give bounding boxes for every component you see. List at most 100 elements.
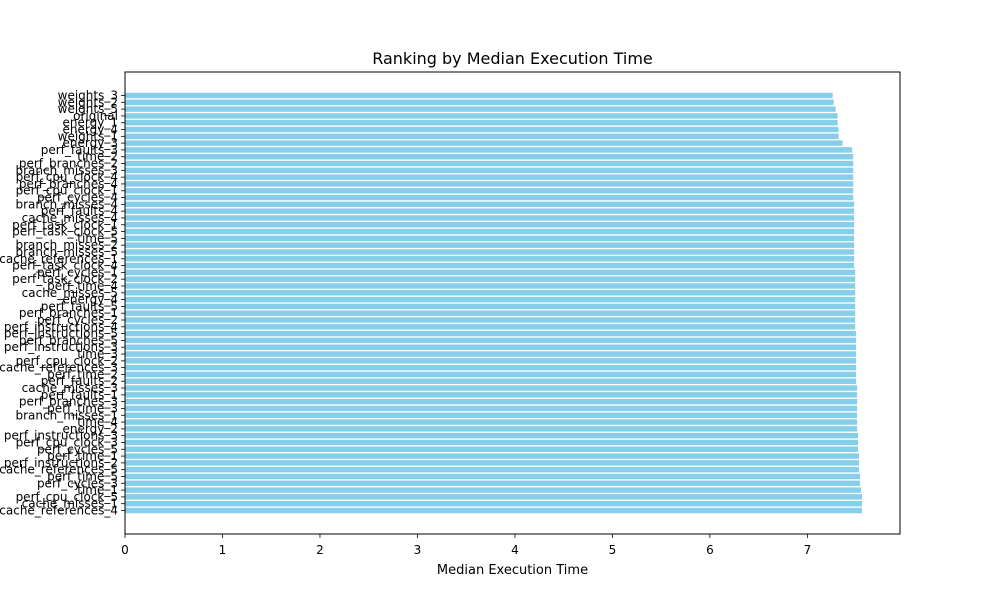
bar-cache_references_3 [125, 364, 857, 371]
y-tick-label: perf_instructions_2 [4, 456, 118, 470]
y-tick-label: energy_3 [63, 136, 118, 150]
bar-perf_instructions_5 [125, 330, 857, 337]
bar-energy_3 [125, 140, 843, 146]
bar-perf_time_4 [125, 283, 856, 289]
bar-perf_cpu_clock_4 [125, 174, 854, 180]
y-tick-label: time_3 [77, 347, 118, 361]
y-tick-label: perf_task_clock_2 [12, 272, 118, 286]
bar-perf_cpu_clock_2 [125, 358, 857, 364]
y-tick-label: weights_3 [58, 89, 118, 103]
bar-perf_branches_1 [125, 310, 856, 316]
bar-time_1 [125, 487, 862, 493]
x-tick-label: 5 [609, 543, 617, 557]
bar-perf_branches_2 [125, 160, 854, 167]
bar-time_4 [125, 419, 858, 425]
y-tick-label: cache_references_5 [0, 463, 118, 477]
bar-perf_task_clock_5 [125, 228, 855, 235]
bar-weights_3 [125, 92, 833, 99]
plot-frame [124, 71, 901, 535]
bar-branch_misses_3 [125, 167, 854, 174]
x-ticks-group: 0 1 2 3 4 5 6 7 [121, 534, 811, 557]
y-tick-label: weights_5 [58, 102, 118, 116]
y-tick-label: perf_time_5 [47, 469, 118, 483]
y-tick-label: perf_instructions_5 [4, 327, 118, 341]
bar-weights_1 [125, 133, 839, 140]
bar-cache_references_5 [125, 466, 860, 473]
y-tick-label: perf_cpu_clock_2 [16, 354, 118, 368]
bar-perf_time_2 [125, 371, 857, 378]
bar-perf_time_5 [125, 473, 861, 480]
y-tick-label: perf_cpu_clock_4 [16, 170, 118, 184]
bar-perf_faults_5 [125, 303, 856, 310]
bar-perf_instructions_4 [125, 324, 856, 330]
bar-perf_faults_4 [125, 208, 855, 214]
bar-perf_instructions_3 [125, 344, 857, 350]
bar-energy_2 [125, 426, 858, 432]
bars-group [125, 92, 862, 514]
y-tick-label: perf_cycles_3 [37, 476, 118, 490]
y-tick-label: perf_cpu_clock_3 [16, 435, 118, 449]
bar-perf_task_clock_4 [125, 262, 855, 269]
y-tick-label: cache_references_3 [0, 361, 118, 375]
y-tick-label: perf_cycles_4 [37, 191, 118, 205]
x-axis-label: Median Execution Time [437, 563, 588, 578]
x-tick-label: 0 [121, 543, 129, 557]
bar-perf_cycles_1 [125, 269, 856, 276]
bar-perf_branches_4 [125, 181, 854, 187]
bar-energy_4 [125, 126, 839, 133]
y-tick-label: energy_1 [63, 116, 118, 130]
bar-perf_cycles_5 [125, 446, 859, 452]
y-tick-label: perf_cycles_1 [37, 265, 118, 279]
bar-branch_misses_2 [125, 242, 855, 248]
bar-perf_time_3 [125, 405, 858, 412]
y-tick-label: perf_time_2 [47, 367, 118, 381]
x-tick-label: 6 [706, 543, 714, 557]
y-tick-label: perf_branches_3 [19, 395, 118, 409]
bar-cache_misses_4 [125, 215, 855, 221]
y-tick-label: perf_faults_2 [41, 374, 118, 388]
y-tick-label: perf_branches_1 [19, 306, 118, 320]
bar-cache_misses_1 [125, 500, 862, 507]
y-tick-label: perf_time_4 [47, 279, 118, 293]
bar-cache_references_1 [125, 256, 855, 262]
y-tick-label: weights_2 [58, 95, 118, 109]
bar-perf_faults_3 [125, 147, 853, 153]
bar-perf_instructions_3 [125, 432, 859, 439]
y-tick-label: time_4 [77, 415, 118, 429]
y-tick-label: cache_misses_4 [22, 211, 118, 225]
y-tick-label: cache_misses_1 [22, 497, 118, 511]
bar-perf_time_1 [125, 453, 860, 459]
y-tick-label: branch_misses_2 [15, 238, 118, 252]
bar-cache_references_4 [125, 507, 862, 514]
y-tick-label: time_5 [77, 231, 118, 245]
bar-perf_faults_2 [125, 378, 857, 384]
y-tick-label: perf_cpu_clock_1 [16, 184, 118, 198]
bar-time_5 [125, 235, 855, 242]
bar-cache_misses_5 [125, 290, 856, 296]
y-tick-label: cache_references_1 [0, 252, 118, 266]
y-tick-label: perf_cycles_5 [37, 442, 118, 456]
y-tick-label: cache_references_4 [0, 504, 118, 518]
y-tick-label: time_1 [77, 483, 118, 497]
y-tick-label: perf_instructions_4 [4, 320, 118, 334]
y-tick-label: perf_instructions_3 [4, 340, 118, 354]
chart-title: Ranking by Median Execution Time [372, 49, 653, 68]
bar-energy_4 [125, 296, 856, 303]
bar-weights_2 [125, 99, 834, 106]
bar-perf_branches_3 [125, 398, 858, 405]
bar-perf_instructions_2 [125, 460, 860, 466]
x-tick-label: 3 [414, 543, 422, 557]
y-tick-label: perf_time_1 [47, 449, 118, 463]
y-tick-label: perf_time_3 [47, 401, 118, 415]
bar-perf_cycles_2 [125, 317, 856, 323]
y-tick-label: perf_branches_4 [19, 177, 118, 191]
y-tick-label: weights_1 [58, 129, 118, 143]
y-tick-label: perf_faults_1 [41, 388, 118, 402]
x-tick-label: 2 [316, 543, 324, 557]
y-tick-label: cache_misses_5 [22, 286, 118, 300]
y-tick-label: perf_task_clock_5 [12, 225, 118, 239]
y-ticks-group: weights_3weights_2weights_5originalenerg… [0, 89, 125, 518]
y-tick-label: time_2 [77, 150, 118, 164]
bar-perf_cpu_clock_5 [125, 494, 862, 500]
